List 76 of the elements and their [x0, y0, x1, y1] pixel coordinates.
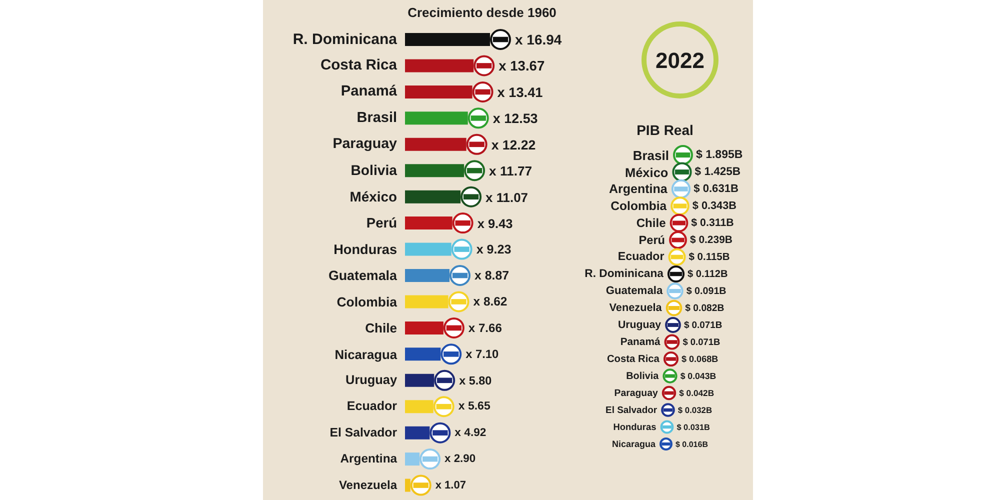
y-tick-label: Honduras — [334, 241, 397, 256]
data-label: x 12.22 — [491, 136, 536, 152]
category-label: Brasil — [632, 148, 669, 162]
data-label: x 2.90 — [444, 453, 476, 466]
text: $ 0.112B — [688, 268, 728, 280]
y-tick-label: Panamá — [340, 84, 398, 100]
category-label: Guatemala — [606, 285, 664, 297]
text: $ 1.895B — [696, 149, 743, 161]
data-label: x 16.94 — [515, 32, 562, 48]
text: $ 0.343B — [692, 200, 737, 212]
text: $ 1.425B — [694, 166, 741, 178]
y-tick-label: Guatemala — [328, 268, 398, 283]
text: $ 0.115B — [688, 252, 730, 262]
category-label: Nicaragua — [612, 439, 656, 449]
y-tick-label: Colombia — [336, 294, 398, 309]
category-label: Ecuador — [618, 251, 665, 263]
category-label: Honduras — [613, 422, 656, 432]
text: $ 0.068B — [682, 354, 718, 364]
data-label: x 7.66 — [468, 320, 502, 335]
data-label: x 5.65 — [458, 400, 491, 413]
data-label: x 11.07 — [486, 189, 528, 204]
y-tick-label: Uruguay — [346, 373, 397, 387]
text: $ 0.031B — [676, 422, 710, 432]
category-label: Argentina — [608, 182, 668, 196]
data-label: x 11.77 — [489, 163, 532, 178]
data-label: x 13.67 — [498, 58, 545, 74]
y-tick-label: Ecuador — [346, 399, 398, 414]
data-label: x 12.53 — [492, 110, 538, 126]
category-label: Perú — [638, 233, 666, 247]
text: $ 0.016B — [676, 440, 708, 448]
data-label: x 9.43 — [477, 216, 513, 231]
category-label: R. Dominicana — [584, 268, 664, 280]
chart-title: Crecimiento desde 1960 — [406, 5, 558, 20]
category-label: Venezuela — [609, 302, 663, 314]
text: $ 0.311B — [691, 217, 734, 229]
category-label: Uruguay — [618, 319, 662, 331]
text: PIB Real — [636, 122, 694, 138]
data-label: x 8.87 — [474, 268, 510, 282]
text: $ 0.071B — [684, 320, 722, 330]
category-label: Bolivia — [626, 370, 660, 382]
y-tick-label: El Salvador — [330, 425, 398, 440]
y-tick-label: Perú — [366, 215, 397, 230]
y-tick-label: Nicaragua — [334, 346, 398, 362]
text: $ 0.239B — [690, 234, 732, 246]
category-label: Costa Rica — [606, 354, 660, 364]
text: $ 0.042B — [679, 388, 714, 398]
y-tick-label: México — [350, 188, 397, 204]
data-label: x 13.41 — [497, 84, 544, 100]
text: $ 0.071B — [682, 337, 720, 347]
text: $ 0.043B — [680, 371, 716, 381]
data-label: x 7.10 — [466, 347, 500, 362]
data-label: x 5.80 — [459, 374, 492, 387]
y-tick-label: Brasil — [356, 110, 397, 126]
text: $ 0.032B — [678, 405, 712, 415]
y-tick-label: Bolivia — [350, 162, 398, 178]
text: $ 0.082B — [685, 302, 724, 314]
y-tick-label: Chile — [365, 320, 397, 336]
y-tick-label: Venezuela — [338, 478, 398, 492]
y-tick-label: Costa Rica — [320, 57, 398, 74]
category-label: Colombia — [610, 199, 667, 213]
data-label: x 1.07 — [435, 479, 466, 492]
text: 2022 — [656, 48, 704, 72]
data-label: x 8.62 — [473, 294, 508, 309]
category-label: El Salvador — [606, 404, 658, 416]
category-label: Paraguay — [614, 388, 658, 398]
category-label: México — [624, 164, 668, 180]
text: $ 0.091B — [686, 286, 726, 296]
data-label: x 9.23 — [476, 242, 512, 256]
bar — [405, 478, 410, 492]
y-tick-label: Argentina — [340, 452, 398, 466]
data-label: x 4.92 — [454, 426, 486, 439]
y-tick-label: R. Dominicana — [292, 30, 398, 48]
y-tick-label: Paraguay — [332, 136, 398, 152]
category-label: Chile — [636, 216, 666, 230]
category-label: Panamá — [620, 336, 660, 348]
text: $ 0.631B — [694, 183, 739, 195]
